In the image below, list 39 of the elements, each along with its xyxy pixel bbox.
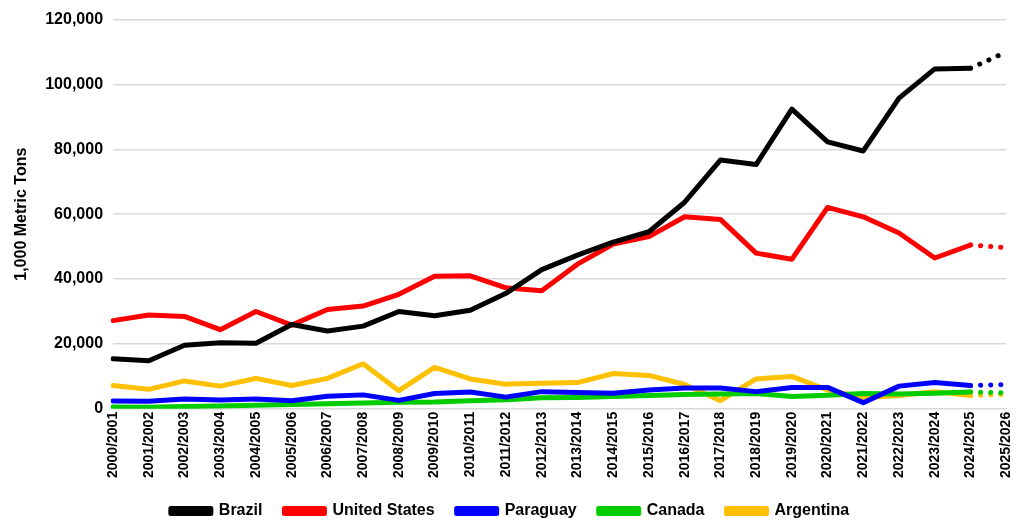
x-tick-label: 2025/2026 [997,411,1014,479]
x-tick-label: 2012/2013 [532,411,549,479]
x-tick-label: 2022/2023 [889,411,906,479]
y-tick-label: 20,000 [54,334,104,352]
legend-label: Brazil [218,501,263,519]
legend-label: Paraguay [504,501,577,519]
y-tick-label: 120,000 [45,10,104,28]
x-tick-label: 2013/2014 [568,411,585,479]
legend-label: United States [332,501,435,519]
x-tick-label: 2001/2002 [139,411,156,479]
y-tick-label: 0 [94,399,104,417]
x-tick-label: 2015/2016 [639,411,656,479]
x-tick-label: 2020/2021 [818,411,835,479]
y-tick-label: 100,000 [45,74,104,92]
x-tick-label: 2000/2001 [103,411,120,479]
y-axis-title: 1,000 Metric Tons [12,147,30,281]
x-tick-label: 2006/2007 [318,411,335,479]
x-tick-label: 2023/2024 [925,411,942,479]
y-tick-label: 40,000 [54,269,104,287]
x-tick-label: 2016/2017 [675,411,692,479]
legend-label: Canada [646,501,705,519]
x-tick-label: 2004/2005 [246,411,263,479]
x-tick-label: 2007/2008 [353,411,370,479]
x-tick-label: 2009/2010 [425,411,442,479]
x-tick-label: 2008/2009 [389,411,406,479]
x-tick-label: 2002/2003 [175,411,192,479]
x-tick-label: 2010/2011 [461,411,478,478]
y-tick-label: 60,000 [54,204,104,222]
legend-label: Argentina [774,501,850,519]
x-tick-label: 2014/2015 [604,411,621,479]
x-tick-label: 2024/2025 [961,411,978,479]
x-tick-label: 2018/2019 [746,411,763,479]
x-tick-label: 2019/2020 [782,411,799,479]
x-tick-label: 2005/2006 [282,411,299,479]
x-tick-label: 2003/2004 [211,411,228,479]
x-tick-label: 2011/2012 [496,411,513,478]
x-tick-label: 2021/2022 [854,411,871,479]
y-tick-label: 80,000 [54,139,104,157]
x-tick-label: 2017/2018 [711,411,728,479]
